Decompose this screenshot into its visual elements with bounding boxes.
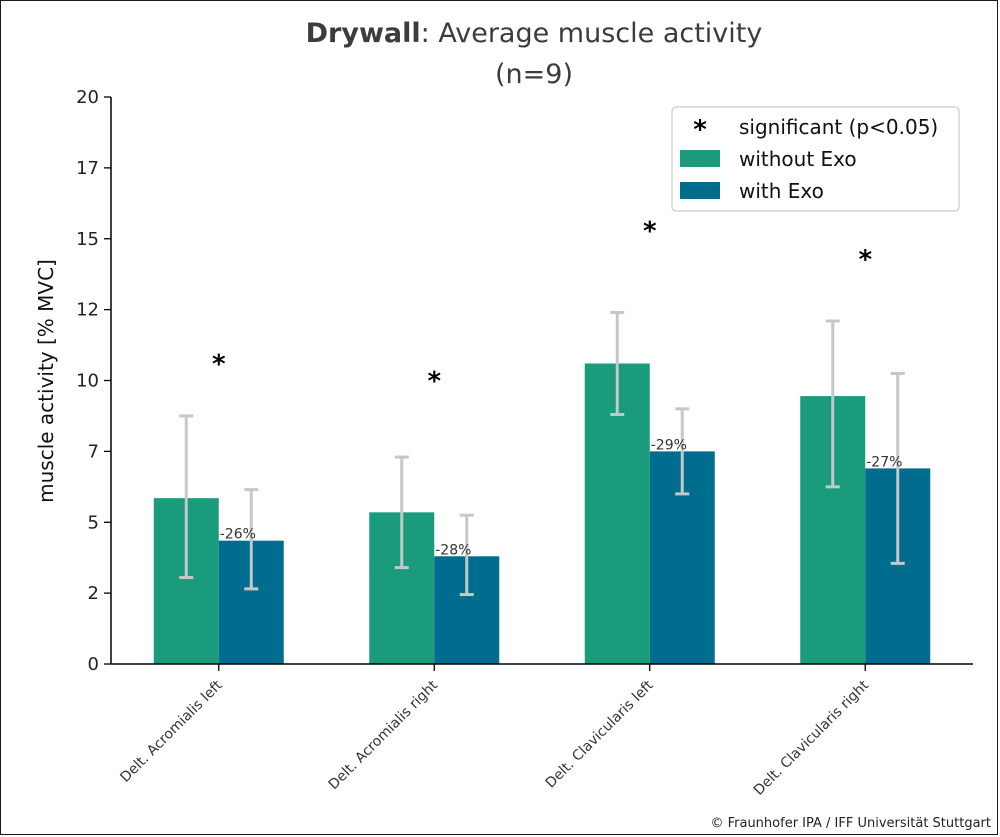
legend-swatch-with-exo (680, 182, 720, 199)
legend-box (671, 106, 960, 212)
significance-star: * (212, 350, 226, 380)
copyright-credit: © Fraunhofer IPA / IFF Universität Stutt… (710, 816, 991, 831)
y-tick-label: 7 (88, 441, 99, 462)
significance-star: * (427, 367, 441, 397)
reduction-label: -27% (866, 454, 902, 470)
y-tick-label: 15 (76, 229, 99, 250)
chart-subtitle: (n=9) (495, 59, 573, 90)
legend-significance-marker: * (693, 115, 707, 145)
significance-star: * (643, 216, 657, 246)
y-tick-label: 0 (88, 654, 99, 675)
y-tick-label: 10 (76, 371, 99, 392)
legend-label-with-exo: with Exo (739, 179, 824, 203)
x-tick-label: Delt. Acromialis right (326, 677, 442, 793)
x-tick-label: Delt. Clavicularis left (543, 677, 657, 791)
reduction-label: -26% (220, 527, 256, 543)
y-tick-label: 20 (76, 87, 99, 108)
y-tick-label: 5 (88, 512, 99, 533)
reduction-label: -28% (435, 542, 471, 558)
legend-label-without-exo: without Exo (739, 147, 857, 171)
significance-star: * (858, 245, 872, 275)
x-tick-label: Delt. Acromialis left (117, 677, 226, 786)
legend-swatch-without-exo (680, 150, 720, 167)
y-axis-title: muscle activity [% MVC] (34, 259, 58, 503)
reduction-label: -29% (651, 437, 687, 453)
y-tick-label: 2 (88, 583, 99, 604)
chart-title-rest: : Average muscle activity (421, 18, 763, 49)
y-tick-label: 17 (76, 158, 99, 179)
chart-title-bold: Drywall (306, 18, 421, 49)
chart-title: Drywall: Average muscle activity (306, 18, 763, 49)
legend-label-significant: significant (p<0.05) (739, 115, 938, 139)
legend: * significant (p<0.05) without Exo with … (671, 106, 960, 212)
y-tick-label: 12 (76, 300, 99, 321)
x-tick-label: Delt. Clavicularis right (751, 677, 873, 799)
